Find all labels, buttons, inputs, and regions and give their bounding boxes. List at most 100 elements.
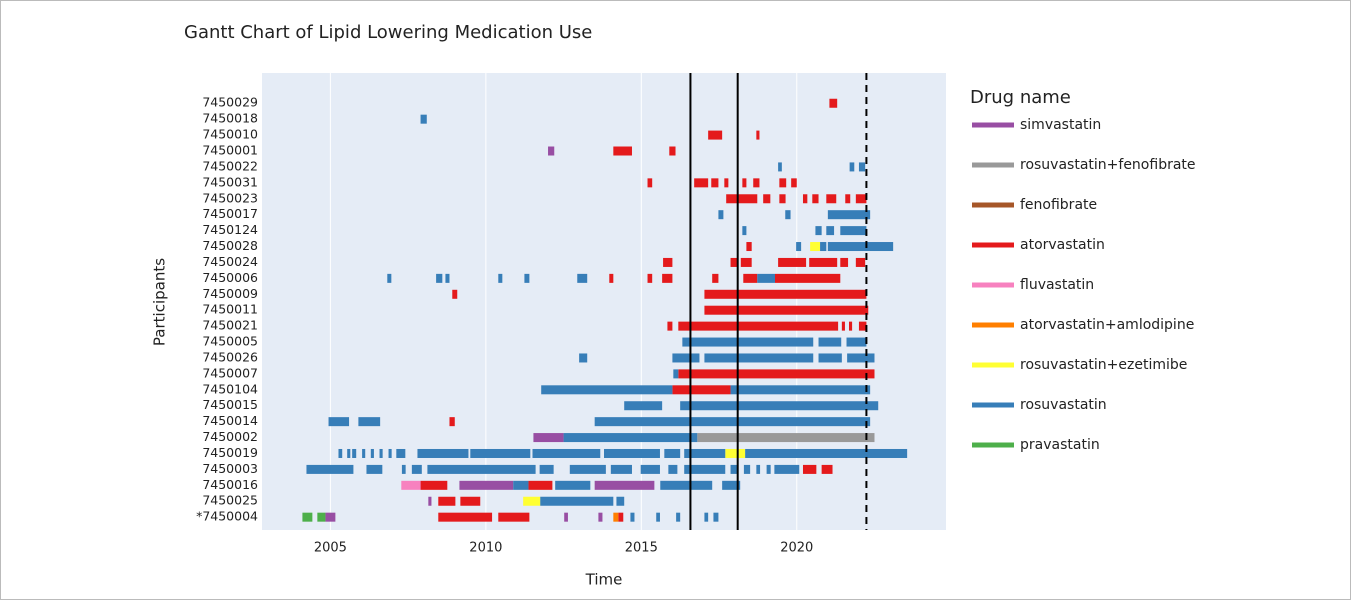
gantt-bar (498, 512, 530, 522)
gantt-bar (815, 226, 822, 236)
gantt-bar (328, 417, 350, 427)
gantt-bar (730, 257, 738, 267)
y-tick-label: 7450010 (202, 127, 258, 142)
gantt-bar (678, 369, 875, 379)
gantt-bar (420, 480, 448, 490)
y-tick-label: 7450001 (202, 143, 258, 158)
y-tick-label: 7450022 (202, 158, 258, 173)
gantt-bar (630, 512, 635, 522)
y-tick-label: 7450015 (202, 397, 258, 412)
gantt-bar (730, 385, 871, 395)
gantt-bar (802, 194, 808, 204)
gantt-bar (796, 242, 802, 252)
gantt-bar (449, 417, 455, 427)
y-tick-label: 7450019 (202, 445, 258, 460)
y-tick-label: 7450011 (202, 302, 258, 317)
gantt-bar (753, 178, 760, 188)
gantt-bar (682, 337, 814, 347)
legend-label: simvastatin (1020, 117, 1101, 133)
gantt-bar (338, 448, 343, 458)
gantt-bar (847, 353, 875, 363)
y-tick-label: 7450018 (202, 111, 258, 126)
y-tick-label: 7450017 (202, 206, 258, 221)
gantt-bar (613, 146, 632, 156)
y-tick-label: 7450021 (202, 318, 258, 333)
gantt-bar (555, 480, 591, 490)
gantt-bar (663, 257, 673, 267)
gantt-bar (848, 321, 853, 331)
gantt-bar (459, 480, 514, 490)
gantt-bar (778, 257, 807, 267)
gantt-bar (722, 480, 741, 490)
legend-label: atorvastatin+amlodipine (1020, 317, 1194, 333)
y-tick-label: 7450031 (202, 174, 258, 189)
gantt-bar (704, 353, 814, 363)
gantt-bar (664, 448, 681, 458)
gantt-bar (763, 194, 771, 204)
x-tick-label: 2010 (469, 541, 502, 556)
gantt-bar (826, 226, 835, 236)
gantt-bar (647, 178, 653, 188)
y-axis-title: Participants (151, 258, 169, 346)
gantt-bar (387, 273, 392, 283)
gantt-bar (827, 210, 871, 220)
y-tick-label: 7450029 (202, 95, 258, 110)
gantt-bar (713, 512, 719, 522)
gantt-bar (742, 178, 747, 188)
gantt-bar (569, 464, 606, 474)
gantt-bar (370, 448, 374, 458)
gantt-bar (766, 464, 771, 474)
legend-label: fluvastatin (1020, 277, 1094, 293)
gantt-bar (708, 130, 723, 140)
y-tick-label: 7450009 (202, 286, 258, 301)
gantt-bar (812, 194, 819, 204)
gantt-bar (730, 464, 739, 474)
chart-title: Gantt Chart of Lipid Lowering Medication… (184, 22, 592, 43)
gantt-bar (396, 448, 406, 458)
gantt-bar (640, 464, 660, 474)
gantt-bar (325, 512, 336, 522)
gantt-bar (669, 146, 676, 156)
gantt-bar (775, 273, 841, 283)
y-tick-label: 7450028 (202, 238, 258, 253)
gantt-bar (841, 321, 845, 331)
gantt-bar (778, 162, 782, 172)
gantt-bar (742, 226, 747, 236)
x-axis-title: Time (585, 571, 623, 589)
gantt-bar (548, 146, 555, 156)
gantt-bar (366, 464, 383, 474)
gantt-bar (684, 464, 726, 474)
y-tick-label: 7450025 (202, 493, 258, 508)
gantt-bar (541, 385, 673, 395)
gantt-bar (401, 464, 406, 474)
gantt-bar (774, 464, 800, 474)
gantt-bar (756, 464, 761, 474)
gantt-bar (594, 480, 655, 490)
gantt-bar (656, 512, 660, 522)
gantt-bar (818, 353, 842, 363)
gantt-bar (352, 448, 357, 458)
gantt-bar (740, 257, 752, 267)
gantt-bar (672, 353, 700, 363)
gantt-bar (577, 273, 588, 283)
gantt-bar (858, 162, 866, 172)
gantt-bar (785, 210, 791, 220)
y-tick-label: 7450002 (202, 429, 258, 444)
gantt-bar (528, 480, 553, 490)
gantt-bar (609, 273, 614, 283)
gantt-bar (826, 194, 837, 204)
gantt-bar (697, 433, 875, 443)
gantt-bar (809, 257, 838, 267)
gantt-bar (667, 321, 673, 331)
legend-label: pravastatin (1020, 437, 1100, 453)
gantt-bar (779, 194, 786, 204)
gantt-bar (358, 417, 381, 427)
gantt-bar (846, 337, 867, 347)
gantt-bar (362, 448, 366, 458)
gantt-bar (460, 496, 481, 506)
gantt-bar (524, 273, 530, 283)
gantt-bar (802, 464, 817, 474)
gantt-bar (618, 512, 624, 522)
gantt-bar (711, 178, 719, 188)
gantt-bar (452, 289, 458, 299)
